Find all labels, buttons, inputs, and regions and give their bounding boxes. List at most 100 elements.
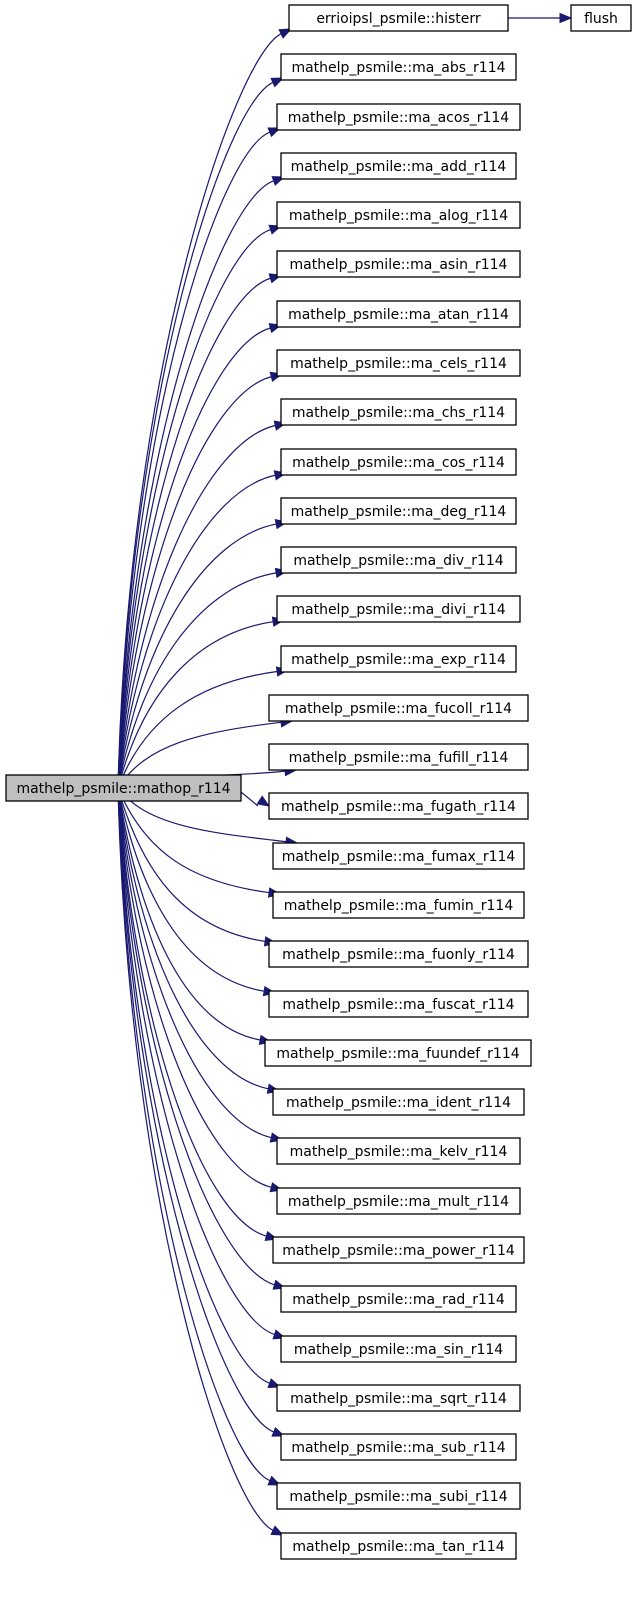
node-mathelp-psmile-ma-asin-r114[interactable]: mathelp_psmile::ma_asin_r114 — [276, 250, 521, 278]
node-label: mathelp_psmile::ma_deg_r114 — [291, 504, 507, 520]
edges-layer — [117, 12, 573, 1536]
node-label: errioipsl_psmile::histerr — [316, 11, 481, 27]
edge-arrowhead — [256, 795, 271, 807]
edge-line — [117, 572, 277, 789]
node-box — [272, 1236, 525, 1264]
node-errioipsl-psmile-histerr[interactable]: errioipsl_psmile::histerr — [288, 4, 509, 32]
edge-line — [117, 376, 272, 789]
node-label: mathelp_psmile::ma_chs_r114 — [292, 405, 505, 421]
node-mathelp-psmile-ma-ident-r114[interactable]: mathelp_psmile::ma_ident_r114 — [272, 1088, 525, 1116]
node-box — [280, 546, 517, 574]
node-box — [268, 694, 529, 722]
node-mathelp-psmile-ma-fugath-r114[interactable]: mathelp_psmile::ma_fugath_r114 — [268, 792, 529, 820]
node-label: mathelp_psmile::mathop_r114 — [16, 781, 230, 797]
node-label: mathelp_psmile::ma_asin_r114 — [290, 257, 508, 273]
node-label: mathelp_psmile::ma_fuscat_r114 — [282, 997, 514, 1013]
node-box — [280, 398, 517, 426]
node-label: mathelp_psmile::ma_mult_r114 — [288, 1194, 509, 1210]
node-mathelp-psmile-ma-abs-r114[interactable]: mathelp_psmile::ma_abs_r114 — [280, 53, 517, 81]
node-box — [280, 53, 517, 81]
edge-line — [117, 787, 270, 1384]
node-box — [268, 743, 529, 771]
node-box — [276, 1187, 521, 1215]
node-mathelp-psmile-ma-cos-r114[interactable]: mathelp_psmile::ma_cos_r114 — [280, 448, 517, 476]
edge-mathelp-psmile-mathop-r114-to-mathelp-psmile-ma-asin-r114 — [117, 273, 283, 789]
node-label: mathelp_psmile::ma_fuonly_r114 — [282, 947, 515, 963]
node-mathelp-psmile-ma-alog-r114[interactable]: mathelp_psmile::ma_alog_r114 — [276, 201, 521, 229]
node-mathelp-psmile-ma-cels-r114[interactable]: mathelp_psmile::ma_cels_r114 — [276, 349, 521, 377]
node-mathelp-psmile-ma-tan-r114[interactable]: mathelp_psmile::ma_tan_r114 — [280, 1532, 517, 1560]
edge-line — [117, 787, 265, 992]
node-mathelp-psmile-ma-fuonly-r114[interactable]: mathelp_psmile::ma_fuonly_r114 — [268, 940, 529, 968]
edge-mathelp-psmile-mathop-r114-to-mathelp-psmile-ma-div-r114 — [117, 567, 289, 789]
node-label: mathelp_psmile::ma_abs_r114 — [291, 60, 505, 76]
edge-line — [117, 277, 271, 789]
edge-mathelp-psmile-mathop-r114-to-mathelp-psmile-ma-fuundef-r114 — [117, 787, 273, 1046]
node-label: mathelp_psmile::ma_tan_r114 — [292, 1539, 504, 1555]
node-label: mathelp_psmile::ma_ident_r114 — [286, 1095, 511, 1111]
node-box — [280, 1335, 517, 1363]
edge-line — [117, 787, 267, 1237]
node-box — [276, 300, 521, 328]
node-mathelp-psmile-mathop-r114[interactable]: mathelp_psmile::mathop_r114 — [5, 774, 242, 802]
edge-line — [117, 787, 275, 1336]
node-mathelp-psmile-ma-deg-r114[interactable]: mathelp_psmile::ma_deg_r114 — [280, 497, 517, 525]
node-label: mathelp_psmile::ma_fumin_r114 — [284, 898, 514, 914]
node-mathelp-psmile-ma-chs-r114[interactable]: mathelp_psmile::ma_chs_r114 — [280, 398, 517, 426]
node-flush[interactable]: flush — [570, 4, 632, 32]
node-mathelp-psmile-ma-fuscat-r114[interactable]: mathelp_psmile::ma_fuscat_r114 — [268, 990, 529, 1018]
node-box — [276, 1137, 521, 1165]
edge-line — [117, 621, 274, 789]
edge-mathelp-psmile-mathop-r114-to-mathelp-psmile-ma-fuonly-r114 — [117, 787, 278, 947]
node-label: mathelp_psmile::ma_exp_r114 — [291, 652, 506, 668]
node-box — [268, 940, 529, 968]
edge-arrowhead — [278, 28, 293, 39]
edge-mathelp-psmile-mathop-r114-to-mathelp-psmile-ma-acos-r114 — [117, 127, 282, 789]
node-label: mathelp_psmile::ma_rad_r114 — [292, 1292, 505, 1308]
node-box — [280, 152, 517, 180]
node-mathelp-psmile-ma-sin-r114[interactable]: mathelp_psmile::ma_sin_r114 — [280, 1335, 517, 1363]
node-mathelp-psmile-ma-kelv-r114[interactable]: mathelp_psmile::ma_kelv_r114 — [276, 1137, 521, 1165]
edge-mathelp-psmile-mathop-r114-to-mathelp-psmile-ma-tan-r114 — [117, 787, 285, 1536]
node-mathelp-psmile-ma-add-r114[interactable]: mathelp_psmile::ma_add_r114 — [280, 152, 517, 180]
edge-errioipsl-psmile-histerr-to-flush — [508, 12, 573, 24]
edge-line — [117, 228, 271, 789]
node-box — [268, 792, 529, 820]
node-label: mathelp_psmile::ma_kelv_r114 — [290, 1144, 508, 1160]
edge-arrowhead — [270, 77, 285, 88]
node-mathelp-psmile-ma-divi-r114[interactable]: mathelp_psmile::ma_divi_r114 — [276, 595, 521, 623]
edge-line — [117, 327, 271, 789]
node-label: mathelp_psmile::ma_div_r114 — [293, 553, 503, 569]
node-box — [276, 595, 521, 623]
node-mathelp-psmile-ma-rad-r114[interactable]: mathelp_psmile::ma_rad_r114 — [280, 1285, 517, 1313]
edge-line — [117, 787, 275, 1286]
edge-line — [117, 787, 272, 1139]
node-box — [280, 1285, 517, 1313]
node-label: mathelp_psmile::ma_fucoll_r114 — [285, 701, 512, 717]
edge-mathelp-psmile-mathop-r114-to-mathelp-psmile-ma-chs-r114 — [117, 420, 288, 789]
edge-line — [117, 180, 274, 789]
node-box — [280, 645, 517, 673]
node-mathelp-psmile-ma-exp-r114[interactable]: mathelp_psmile::ma_exp_r114 — [280, 645, 517, 673]
node-mathelp-psmile-ma-fumax-r114[interactable]: mathelp_psmile::ma_fumax_r114 — [272, 842, 525, 870]
edge-line — [117, 670, 278, 789]
node-label: mathelp_psmile::ma_sub_r114 — [291, 1440, 505, 1456]
node-mathelp-psmile-ma-mult-r114[interactable]: mathelp_psmile::ma_mult_r114 — [276, 1187, 521, 1215]
node-mathelp-psmile-ma-sub-r114[interactable]: mathelp_psmile::ma_sub_r114 — [280, 1433, 517, 1461]
node-mathelp-psmile-ma-fumin-r114[interactable]: mathelp_psmile::ma_fumin_r114 — [272, 891, 525, 919]
edge-mathelp-psmile-mathop-r114-to-mathelp-psmile-ma-abs-r114 — [117, 77, 285, 789]
node-mathelp-psmile-ma-power-r114[interactable]: mathelp_psmile::ma_power_r114 — [272, 1236, 525, 1264]
node-label: mathelp_psmile::ma_alog_r114 — [289, 208, 508, 224]
node-label: mathelp_psmile::ma_sqrt_r114 — [290, 1391, 507, 1407]
node-mathelp-psmile-ma-subi-r114[interactable]: mathelp_psmile::ma_subi_r114 — [276, 1482, 521, 1510]
node-label: mathelp_psmile::ma_cels_r114 — [290, 356, 507, 372]
node-mathelp-psmile-ma-sqrt-r114[interactable]: mathelp_psmile::ma_sqrt_r114 — [276, 1384, 521, 1412]
node-mathelp-psmile-ma-atan-r114[interactable]: mathelp_psmile::ma_atan_r114 — [276, 300, 521, 328]
node-mathelp-psmile-ma-fucoll-r114[interactable]: mathelp_psmile::ma_fucoll_r114 — [268, 694, 529, 722]
node-mathelp-psmile-ma-acos-r114[interactable]: mathelp_psmile::ma_acos_r114 — [276, 103, 521, 131]
edge-line — [117, 787, 272, 1188]
node-mathelp-psmile-ma-div-r114[interactable]: mathelp_psmile::ma_div_r114 — [280, 546, 517, 574]
node-mathelp-psmile-ma-fufill-r114[interactable]: mathelp_psmile::ma_fufill_r114 — [268, 743, 529, 771]
node-mathelp-psmile-ma-fuundef-r114[interactable]: mathelp_psmile::ma_fuundef_r114 — [264, 1039, 532, 1067]
node-box — [276, 103, 521, 131]
